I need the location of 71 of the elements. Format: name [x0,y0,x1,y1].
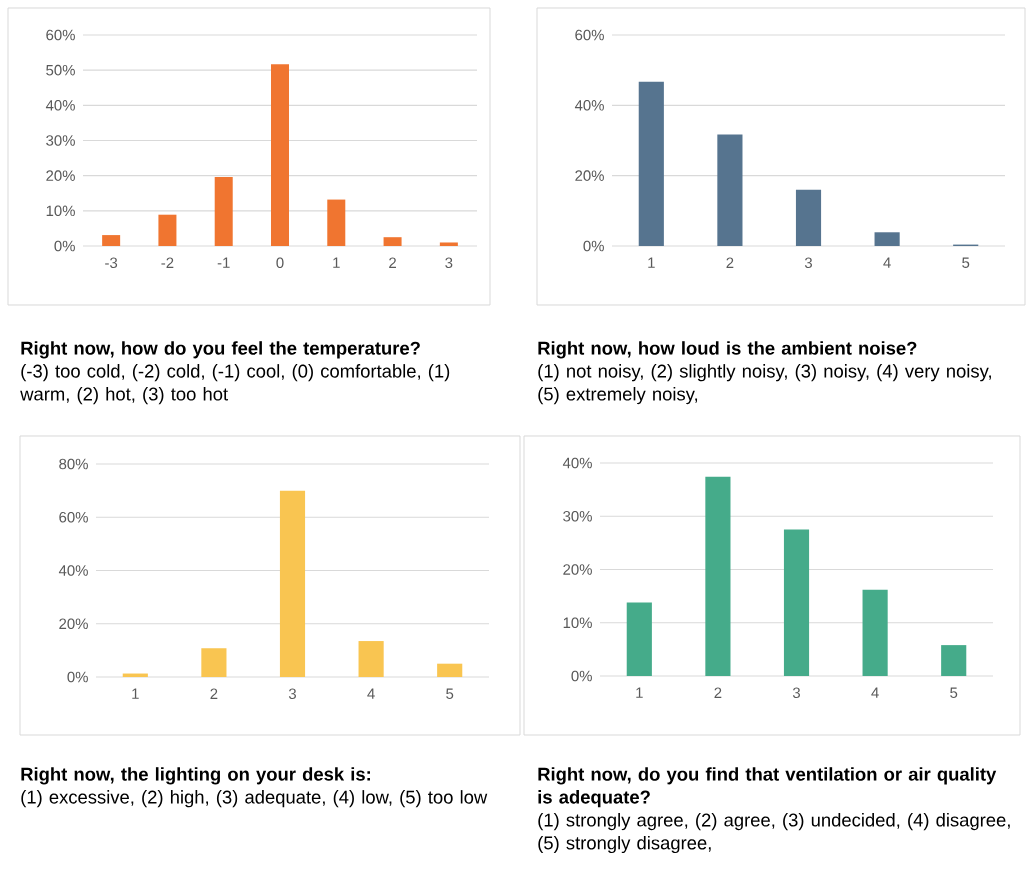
x-tick-label: 5 [950,687,958,698]
bar [874,232,900,246]
x-tick-label: 2 [714,687,722,698]
text: Right now, do you find that ventilation or air quality is adequate? [538,767,997,808]
x-tick-label: 2 [210,688,218,699]
text: Right now, how loud is the ambient noise? [538,341,917,359]
y-tick-label: 0% [571,670,592,682]
bar [158,214,177,246]
y-tick-label: 40% [45,100,75,111]
x-tick-label: 4 [883,257,891,268]
y-tick-label: 20% [563,564,592,575]
y-tick-label: 20% [46,170,75,181]
bar [626,602,652,676]
x-tick-label: 2 [389,257,396,268]
y-tick-label: 20% [575,170,604,181]
x-tick-label: 3 [804,257,813,269]
x-tick-label: 1 [636,687,643,698]
x-tick-label: 1 [132,688,139,699]
y-tick-label: 0% [54,240,75,252]
y-tick-label: 60% [46,29,75,41]
bar [717,134,743,246]
bar [214,177,233,246]
bar [437,663,463,677]
text: (-3) too cold, (-2) cold, (-1) cool, (0) comfortable, (1) warm, (2) hot, (3) too hot [20,364,450,405]
x-tick-label: -3 [105,257,118,269]
x-tick-label: 3 [792,687,801,699]
text: (1) strongly agree, (2) agree, (3) undecided, (4) disagree, (5) strongly disagree, [538,813,1010,854]
x-tick-label: 3 [445,257,453,269]
x-tick-label: -2 [161,257,174,268]
x-tick-label: 5 [446,688,454,699]
y-tick-label: 50% [46,64,75,76]
bar [102,235,121,246]
bar [279,490,306,677]
bar [941,645,967,676]
text: Right now, the lighting on your desk is: [21,767,370,785]
y-tick-label: 10% [46,205,75,217]
text: Right now, how do you feel the temperature? [21,341,420,359]
x-tick-label: 1 [648,257,655,268]
y-tick-label: 40% [58,565,88,576]
x-tick-label: -1 [217,257,230,268]
x-tick-label: 1 [333,257,340,268]
y-tick-label: 0% [583,240,604,252]
x-tick-label: 5 [962,257,970,268]
y-tick-label: 10% [563,617,592,629]
y-tick-label: 40% [574,100,604,111]
x-tick-label: 4 [871,687,879,698]
bar [783,529,810,676]
bar [201,648,227,677]
y-tick-label: 0% [67,671,88,683]
y-tick-label: 60% [59,511,88,523]
y-tick-label: 30% [563,510,592,522]
bar [270,64,289,246]
text: (1) excessive, (2) high, (3) adequate, (4) low, (5) too low [21,790,488,808]
y-tick-label: 20% [59,618,88,630]
x-tick-label: 2 [726,257,734,268]
x-tick-label: 3 [288,688,296,700]
bar [358,641,384,677]
bar [795,189,822,246]
bar [705,476,731,676]
bar [439,242,458,246]
text: (1) not noisy, (2) slightly noisy, (3) noisy, (4) very noisy, (5) extremely noisy, [538,364,991,405]
x-tick-label: 0 [276,257,284,269]
y-tick-label: 40% [562,457,592,469]
y-tick-label: 60% [575,29,604,41]
y-tick-label: 80% [59,458,88,470]
bar [383,237,402,246]
y-tick-label: 30% [46,135,75,146]
bar [862,589,888,676]
bar [638,81,664,246]
x-tick-label: 4 [367,688,375,699]
bar [327,199,346,246]
